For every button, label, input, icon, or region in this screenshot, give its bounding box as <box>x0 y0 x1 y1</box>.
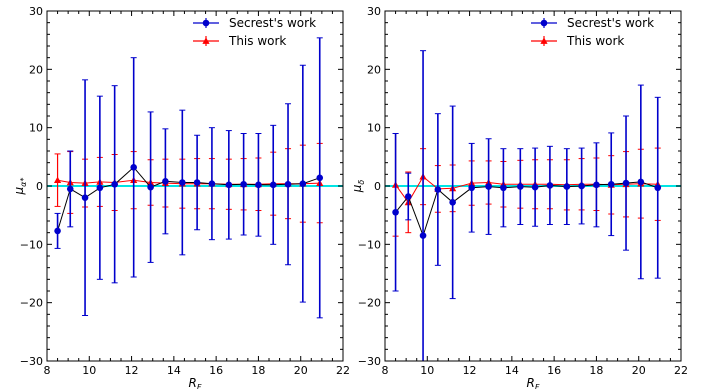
x-tick-label: 20 <box>294 364 308 377</box>
x-tick-label: 22 <box>336 364 350 377</box>
x-tick-label: 10 <box>82 364 96 377</box>
y-tick-label: −20 <box>20 297 43 310</box>
secrest-point <box>593 181 600 189</box>
x-tick-label: 8 <box>382 364 389 377</box>
secrest-point <box>434 186 442 193</box>
secrest-point <box>162 178 169 185</box>
secrest-point <box>147 183 154 191</box>
secrest-point <box>485 183 492 190</box>
secrest-point <box>468 184 475 192</box>
secrest-point <box>392 208 399 216</box>
legend-marker-this-work <box>540 37 548 44</box>
legend-label-this-work: This work <box>566 34 624 48</box>
legend-marker-secrest <box>202 19 210 27</box>
secrest-point <box>179 179 186 186</box>
legend-marker-secrest <box>540 19 548 27</box>
secrest-point <box>500 184 507 192</box>
x-axis-label: RF <box>189 376 202 389</box>
secrest-point <box>637 178 645 186</box>
left-panel: 8 10 12 14 16 18 20 22 −30 −20 −10 0 10 20 30 RF μα* Secr… <box>12 5 350 389</box>
secrest-point <box>54 227 61 235</box>
secrest-point <box>578 182 585 190</box>
legend-label-this-work: This work <box>228 34 286 48</box>
legend-label-secrest: Secrest's work <box>229 16 316 30</box>
secrest-point <box>404 193 412 200</box>
secrest-point <box>208 180 216 187</box>
secrest-point <box>81 194 89 201</box>
y-tick-label: 10 <box>367 122 381 135</box>
secrest-point <box>66 185 74 193</box>
secrest-point <box>517 183 524 190</box>
secrest-point <box>546 182 554 189</box>
this-work-point <box>53 176 62 184</box>
x-tick-label: 18 <box>589 364 603 377</box>
secrest-point <box>255 181 262 189</box>
y-tick-label: 10 <box>29 122 43 135</box>
x-tick-label: 16 <box>209 364 223 377</box>
legend-marker-this-work <box>202 37 210 44</box>
y-tick-label: 0 <box>36 180 43 193</box>
y-tick-label: −30 <box>358 355 381 368</box>
secrest-point <box>531 183 539 191</box>
y-tick-label: −20 <box>358 297 381 310</box>
x-tick-label: 12 <box>463 364 477 377</box>
secrest-point <box>563 183 571 190</box>
secrest-connector-line <box>57 166 320 232</box>
x-tick-label: 16 <box>547 364 561 377</box>
secrest-point <box>316 174 324 182</box>
x-tick-label: 14 <box>505 364 519 377</box>
x-tick-label: 10 <box>420 364 434 377</box>
x-tick-label: 14 <box>167 364 181 377</box>
legend-label-secrest: Secrest's work <box>567 16 654 30</box>
secrest-point <box>269 181 277 189</box>
secrest-point <box>622 179 630 187</box>
y-tick-label: 20 <box>29 63 43 76</box>
secrest-point <box>96 184 104 192</box>
secrest-point <box>449 199 456 206</box>
secrest-point <box>225 181 233 189</box>
right-panel: 8 10 12 14 16 18 20 22 −30 −20 −10 0 10 20 30 RF μδ Secre… <box>350 5 688 389</box>
y-tick-label: −30 <box>20 355 43 368</box>
y-tick-label: −10 <box>20 238 43 251</box>
secrest-point <box>607 180 615 188</box>
x-tick-label: 8 <box>44 364 51 377</box>
secrest-point <box>299 180 307 187</box>
x-tick-label: 18 <box>251 364 265 377</box>
x-tick-label: 20 <box>632 364 646 377</box>
secrest-point <box>130 164 137 171</box>
y-tick-label: 0 <box>374 180 381 193</box>
secrest-point <box>419 232 427 239</box>
y-axis-label: μα* <box>12 178 28 196</box>
x-axis-label: RF <box>527 376 540 389</box>
y-axis-label: μδ <box>350 180 366 194</box>
secrest-point <box>111 180 118 188</box>
y-tick-label: −10 <box>358 238 381 251</box>
y-tick-label: 20 <box>367 63 381 76</box>
secrest-point <box>193 179 201 186</box>
secrest-point <box>240 180 247 188</box>
y-tick-label: 30 <box>29 5 43 18</box>
x-tick-label: 22 <box>674 364 688 377</box>
y-tick-label: 30 <box>367 5 381 18</box>
x-tick-label: 12 <box>125 364 139 377</box>
secrest-point <box>654 184 662 192</box>
secrest-point <box>284 180 292 188</box>
